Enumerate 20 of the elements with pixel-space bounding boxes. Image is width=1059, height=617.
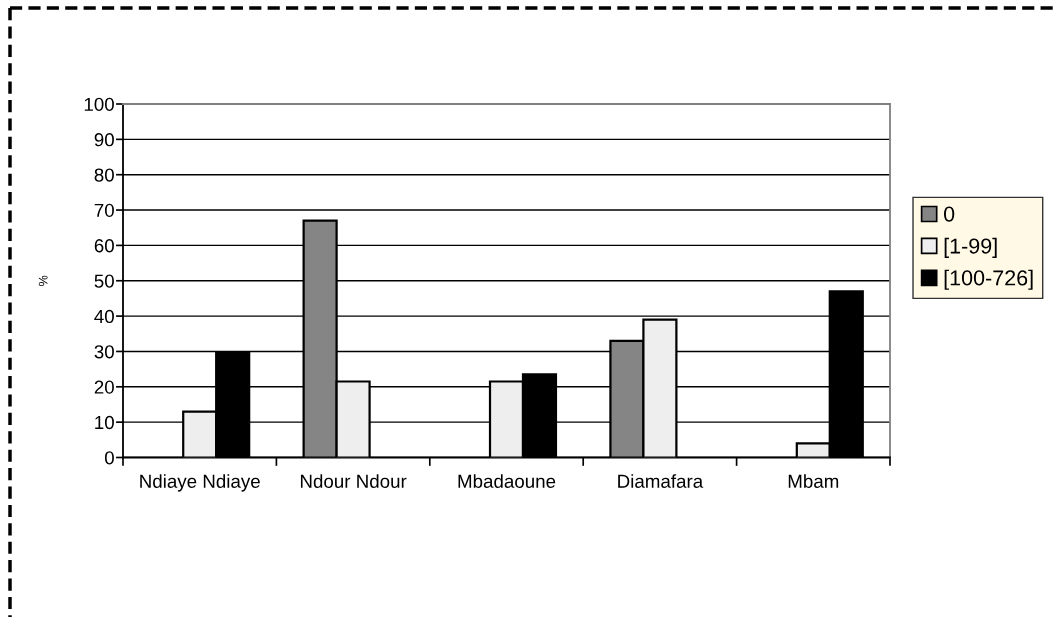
y-tick-label: 40 <box>94 309 114 324</box>
y-tick-label: 30 <box>94 345 114 359</box>
y-tick-label: 10 <box>95 415 114 430</box>
y-tick-label: 60 <box>94 239 114 253</box>
y-tick-label: 70 <box>94 203 114 218</box>
x-tick-label: Ndour Ndour <box>300 474 407 488</box>
y-axis-title: % <box>38 275 48 286</box>
y-tick-label: 90 <box>94 133 114 147</box>
y-tick-label: 0 <box>104 451 114 465</box>
y-tick-label: 50 <box>94 274 114 288</box>
y-tick-label: 20 <box>94 380 114 394</box>
x-tick-label: Mbadaoune <box>458 474 556 488</box>
legend-label: [100-726] <box>944 269 1033 290</box>
legend-label: [1-99] <box>944 237 997 258</box>
x-tick-label: Ndiaye Ndiaye <box>140 474 260 492</box>
y-tick-label: 100 <box>84 97 114 111</box>
x-tick-label: Diamafara <box>618 474 704 488</box>
x-tick-label: Mbam <box>788 474 839 488</box>
legend-label: 0 <box>943 206 955 222</box>
y-tick-label: 80 <box>94 168 114 182</box>
